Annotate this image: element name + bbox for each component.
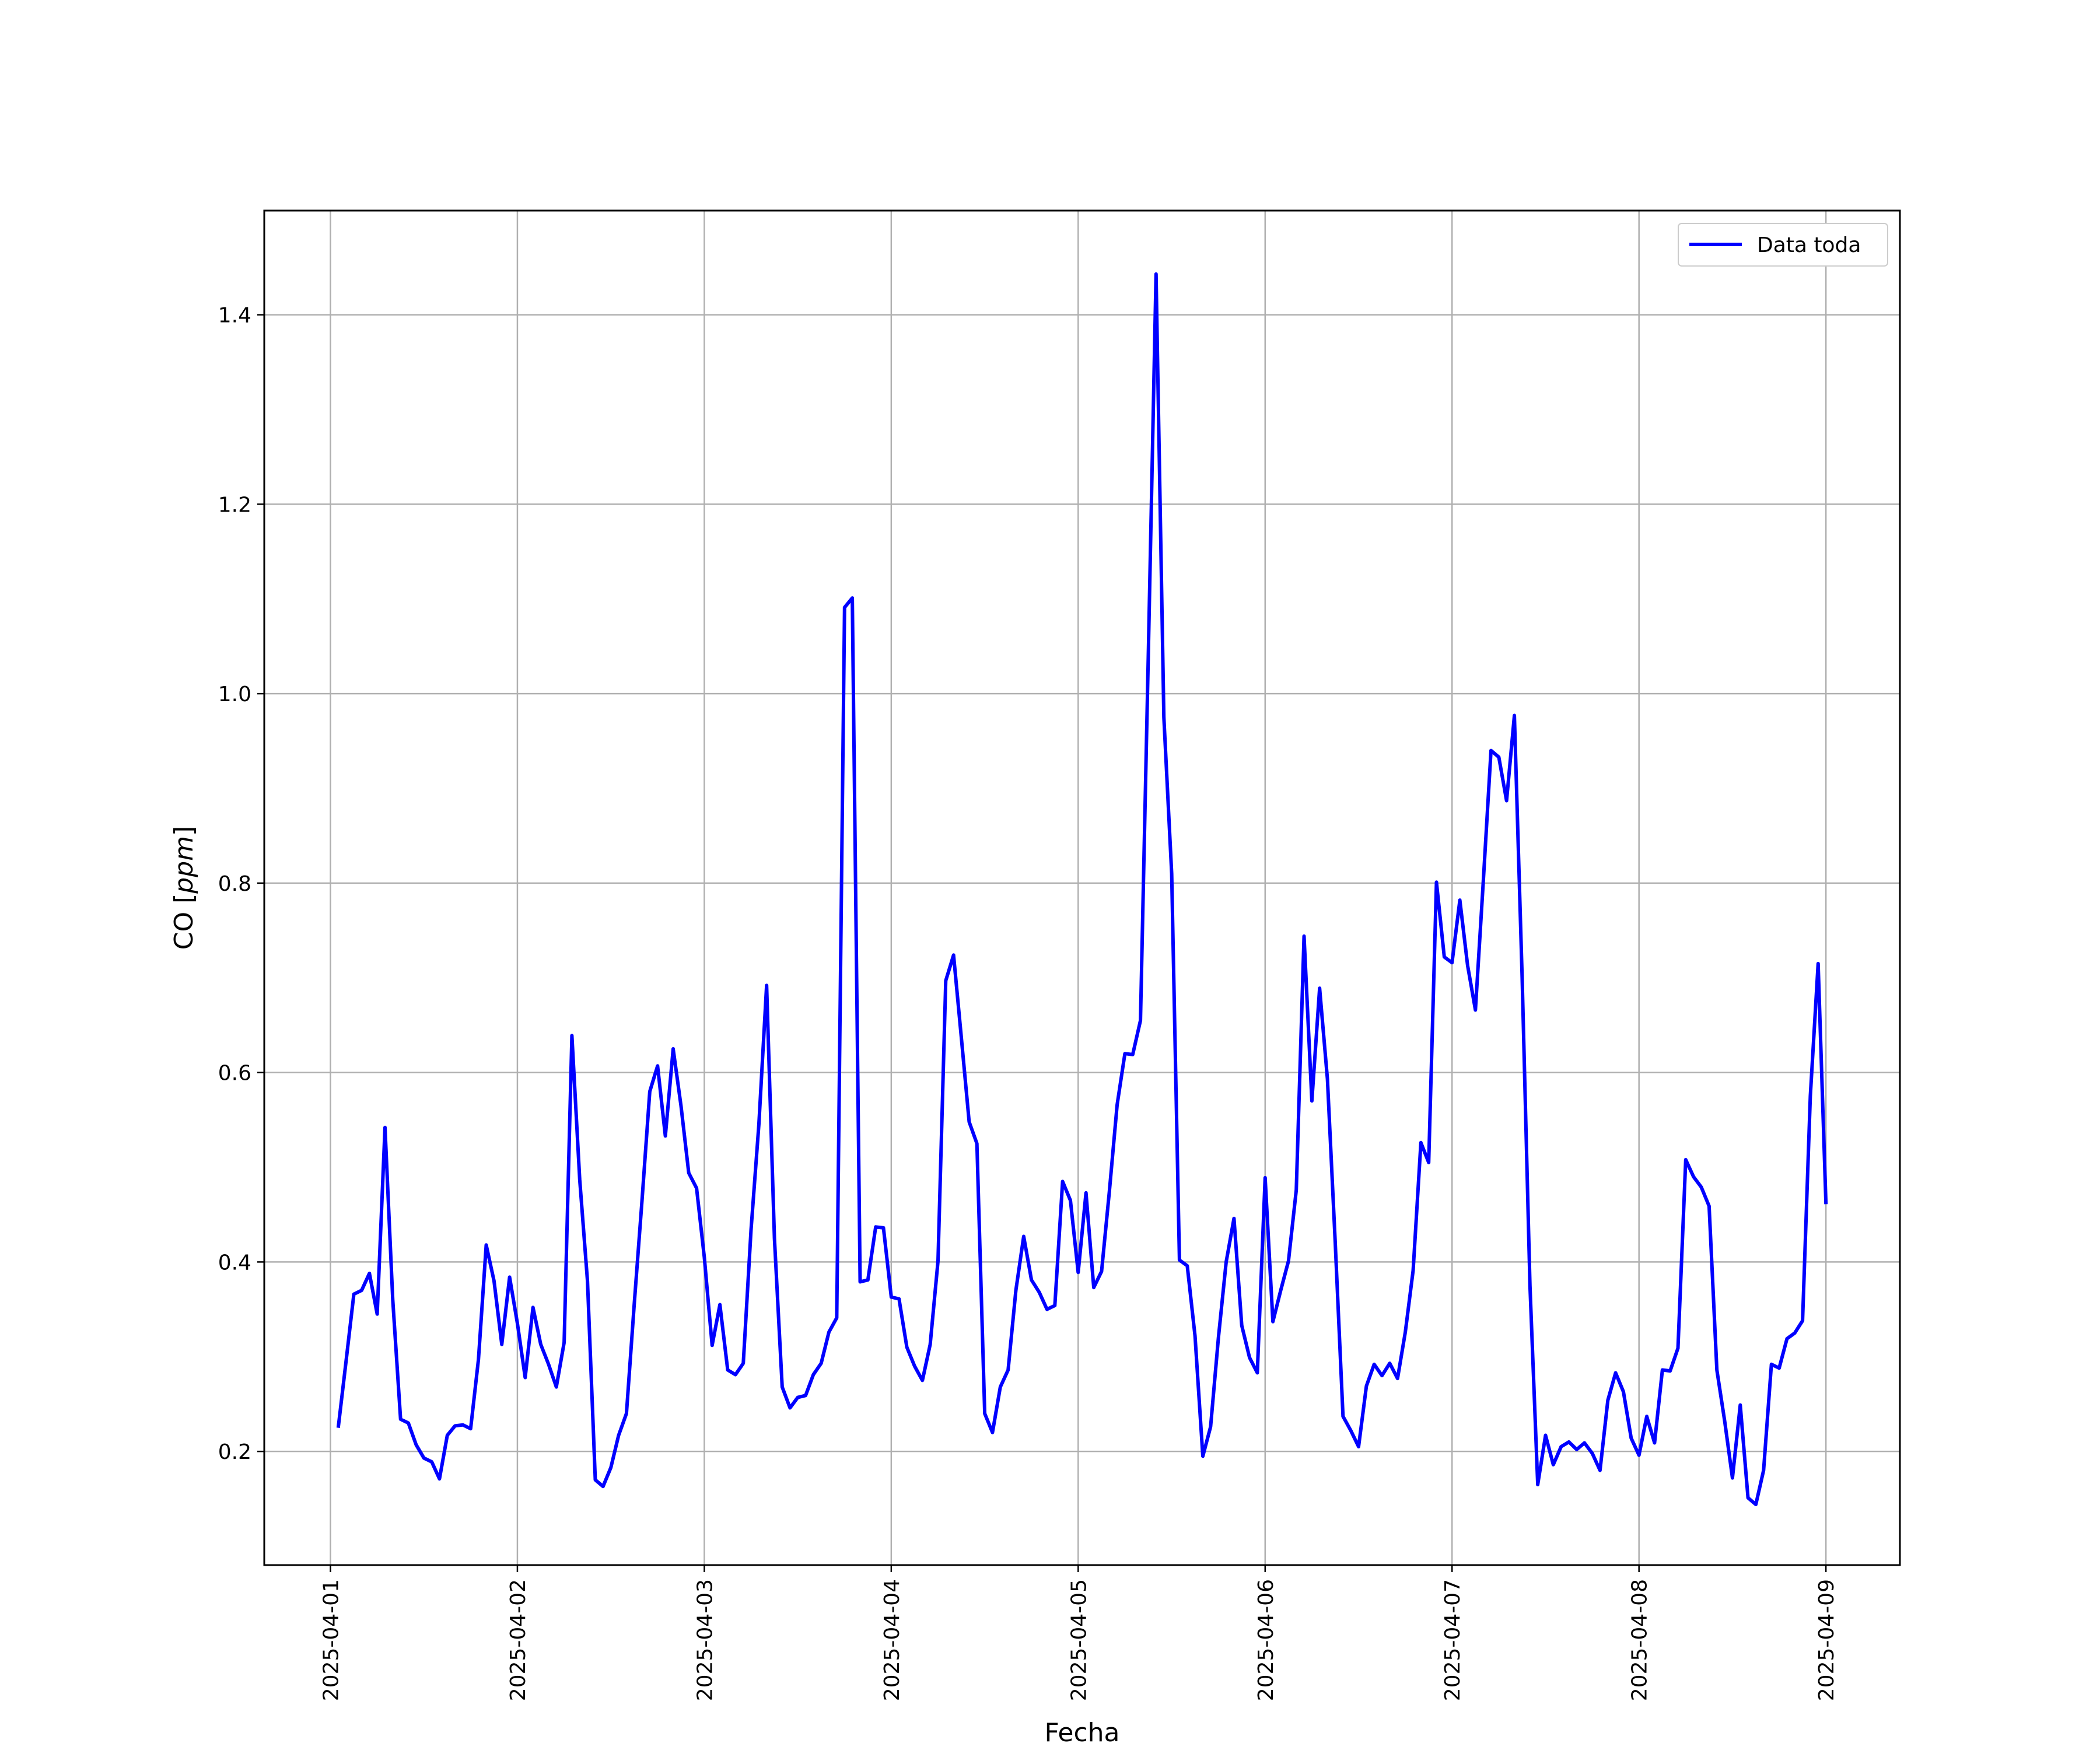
y-tick-label: 1.2 (218, 493, 251, 517)
x-axis-label: Fecha (1044, 1718, 1119, 1748)
x-tick-label: 2025-04-08 (1628, 1579, 1652, 1701)
y-tick-label: 1.4 (218, 304, 251, 328)
y-tick-label: 0.2 (218, 1440, 251, 1464)
axis-ticks: 0.2 0.4 0.6 0.8 1.0 1.2 1.4 2025-04-01 2025-04-0… (218, 304, 1839, 1702)
x-tick-label: 2025-04-02 (506, 1579, 530, 1701)
series-line (336, 272, 1828, 1507)
x-tick-label: 2025-04-09 (1815, 1579, 1839, 1701)
x-tick-label: 2025-04-03 (693, 1579, 717, 1701)
legend-label: Data toda (1757, 233, 1861, 257)
y-axis-label-unit: ppm (169, 836, 199, 894)
y-tick-label: 0.4 (218, 1251, 251, 1275)
y-tick-label: 1.0 (218, 682, 251, 706)
series-line-layer (336, 272, 1828, 1507)
x-tick-label: 2025-04-07 (1441, 1579, 1465, 1701)
legend-box (1678, 223, 1888, 267)
y-axis-label-suffix: ] (169, 826, 199, 836)
x-tick-label: 2025-04-04 (880, 1579, 904, 1701)
grid (264, 211, 1900, 1565)
y-axis-label: CO [ppm] (169, 826, 199, 950)
y-tick-label: 0.8 (218, 872, 251, 896)
plot-frame (263, 209, 1901, 1566)
x-tick-label: 2025-04-05 (1067, 1579, 1091, 1701)
y-tick-label: 0.6 (218, 1062, 251, 1086)
x-tick-label: 2025-04-06 (1254, 1579, 1278, 1701)
y-axis-label-prefix: CO [ (169, 894, 199, 950)
legend: Data toda (1678, 223, 1888, 267)
x-tick-label: 2025-04-01 (319, 1579, 343, 1701)
